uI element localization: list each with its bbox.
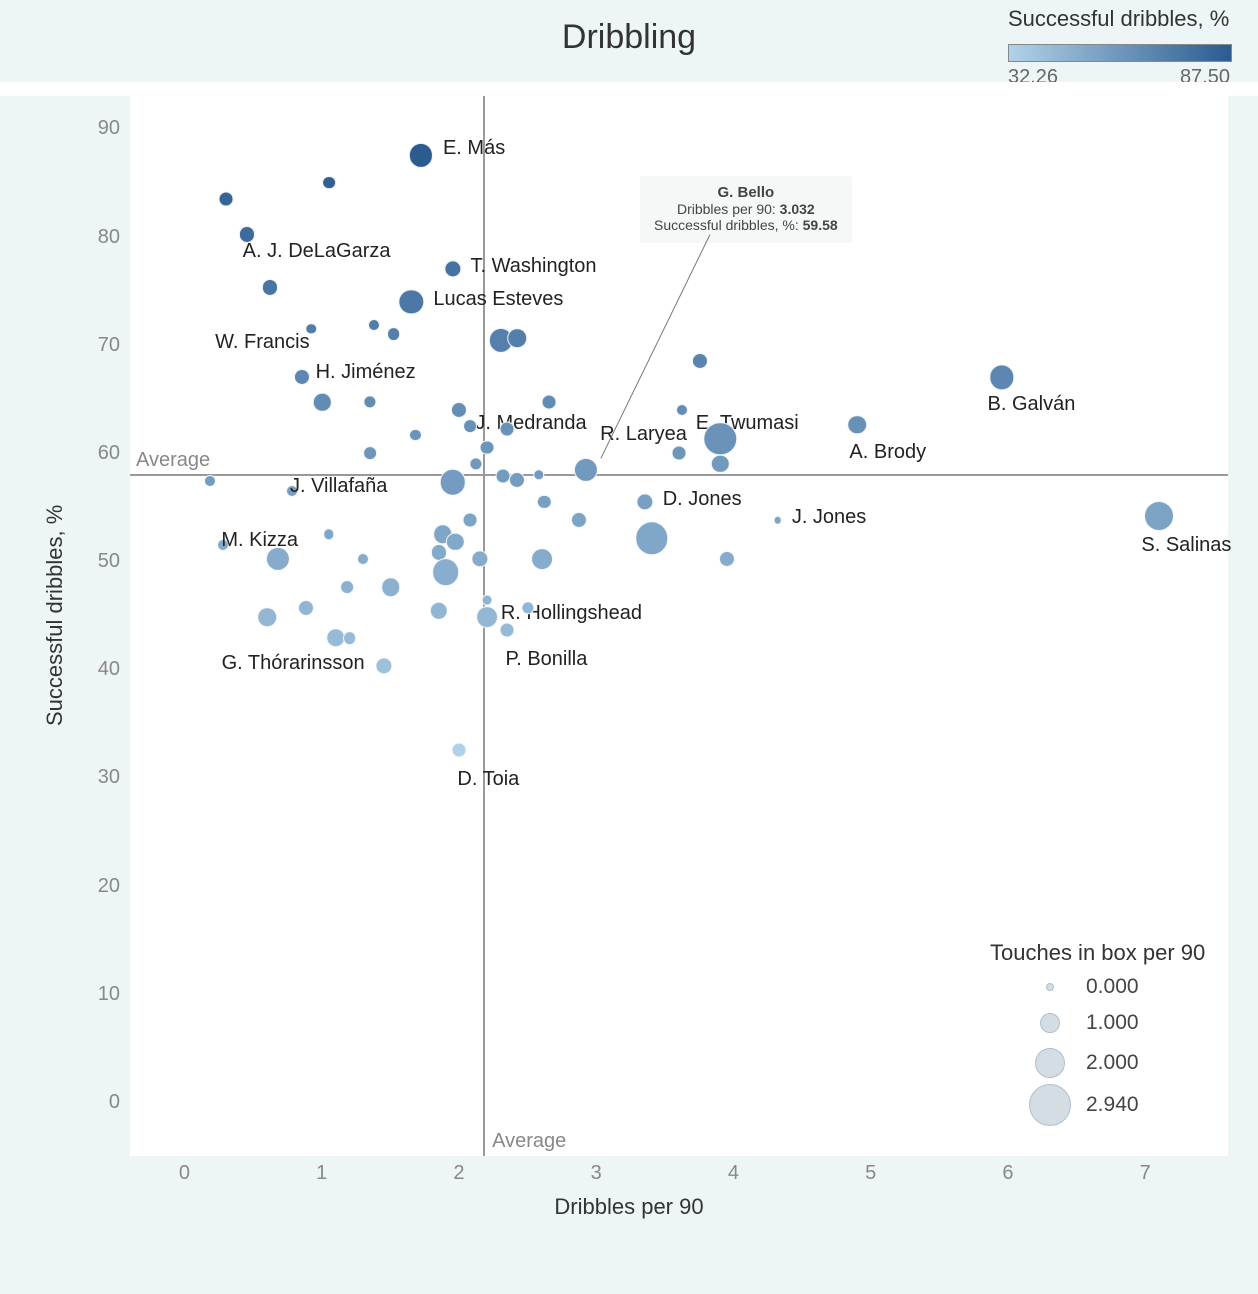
header-white-band — [0, 82, 1258, 96]
x-axis-label: Dribbles per 90 — [0, 1194, 1258, 1220]
data-point-label: J. Medranda — [475, 412, 586, 435]
data-point[interactable] — [368, 319, 380, 331]
data-point-label: P. Bonilla — [505, 648, 587, 671]
data-point[interactable] — [363, 446, 377, 460]
size-legend-bubble — [1035, 1048, 1065, 1078]
data-point[interactable] — [481, 595, 492, 606]
y-tick-label: 30 — [98, 766, 120, 789]
data-point[interactable] — [541, 395, 556, 410]
data-point[interactable] — [340, 580, 354, 594]
color-legend-bar — [1008, 44, 1232, 62]
data-point[interactable] — [672, 445, 687, 460]
tooltip-name: G. Bello — [654, 184, 838, 201]
y-tick-label: 80 — [98, 226, 120, 249]
data-point-label: A. J. DeLaGarza — [243, 240, 391, 263]
size-legend-item: 2.940 — [1028, 1084, 1139, 1126]
data-point[interactable] — [774, 516, 783, 525]
y-tick-label: 60 — [98, 442, 120, 465]
y-tick-label: 0 — [109, 1091, 120, 1114]
avg-label-x: Average — [492, 1130, 566, 1153]
size-legend-bubble — [1046, 983, 1054, 991]
x-tick-label: 2 — [453, 1162, 464, 1185]
size-legend-value: 2.000 — [1086, 1051, 1139, 1075]
size-legend-item: 1.000 — [1028, 1011, 1139, 1035]
data-point[interactable] — [343, 631, 357, 645]
data-point[interactable] — [357, 553, 369, 565]
y-tick-label: 40 — [98, 658, 120, 681]
data-point[interactable] — [507, 329, 527, 349]
data-point[interactable] — [452, 743, 467, 758]
x-tick-label: 0 — [179, 1162, 190, 1185]
data-point[interactable] — [381, 577, 401, 597]
data-point[interactable] — [463, 513, 478, 528]
data-point[interactable] — [387, 327, 401, 341]
data-point[interactable] — [432, 558, 460, 586]
data-point[interactable] — [1144, 501, 1174, 531]
data-point-label: E. Más — [443, 137, 505, 160]
data-point-label: J. Jones — [792, 506, 866, 529]
data-point-label: H. Jiménez — [316, 361, 416, 384]
data-point[interactable] — [531, 548, 553, 570]
data-point[interactable] — [463, 419, 477, 433]
avg-label-y: Average — [136, 449, 210, 472]
data-point-label: M. Kizza — [221, 529, 298, 552]
y-tick-label: 50 — [98, 550, 120, 573]
size-legend-bubble — [1040, 1013, 1060, 1033]
x-tick-label: 4 — [728, 1162, 739, 1185]
data-point-label: T. Washington — [471, 255, 597, 278]
x-tick-label: 6 — [1002, 1162, 1013, 1185]
x-tick-label: 3 — [591, 1162, 602, 1185]
data-point[interactable] — [500, 623, 515, 638]
tooltip: G. BelloDribbles per 90: 3.032Successful… — [640, 176, 852, 243]
y-tick-label: 20 — [98, 875, 120, 898]
data-point[interactable] — [500, 422, 515, 437]
tooltip-row: Dribbles per 90: 3.032 — [654, 201, 838, 217]
y-tick-label: 10 — [98, 983, 120, 1006]
data-point-label: S. Salinas — [1141, 534, 1231, 557]
size-legend-value: 0.000 — [1086, 975, 1139, 999]
tooltip-row: Successful dribbles, %: 59.58 — [654, 217, 838, 233]
data-point-label: D. Toia — [457, 768, 519, 791]
y-tick-label: 70 — [98, 334, 120, 357]
data-point[interactable] — [219, 191, 234, 206]
size-legend-bubble — [1029, 1084, 1071, 1126]
x-tick-label: 5 — [865, 1162, 876, 1185]
data-point[interactable] — [409, 429, 421, 441]
color-legend-label: Successful dribbles, % — [1008, 6, 1229, 32]
data-point[interactable] — [476, 606, 498, 628]
data-point[interactable] — [257, 608, 277, 628]
data-point[interactable] — [204, 475, 216, 487]
data-point-label: B. Galván — [988, 393, 1076, 416]
data-point[interactable] — [676, 404, 688, 416]
data-point[interactable] — [439, 469, 466, 496]
y-axis-label: Successful dribbles, % — [42, 505, 68, 726]
data-point-label: G. Thórarinsson — [222, 652, 365, 675]
data-point[interactable] — [322, 176, 336, 190]
data-point-label: W. Francis — [215, 331, 309, 354]
data-point-label: A. Brody — [849, 441, 926, 464]
size-legend-item: 0.000 — [1028, 975, 1139, 999]
size-legend-item: 2.000 — [1028, 1048, 1139, 1078]
chart-page: Dribbling Successful dribbles, % 32.26 8… — [0, 0, 1258, 1294]
size-legend-value: 2.940 — [1086, 1093, 1139, 1117]
data-point-label: R. Laryea — [600, 423, 687, 446]
size-legend-value: 1.000 — [1086, 1011, 1139, 1035]
size-legend-title: Touches in box per 90 — [990, 940, 1205, 966]
data-point-label: D. Jones — [663, 488, 742, 511]
x-tick-label: 1 — [316, 1162, 327, 1185]
data-point[interactable] — [848, 415, 868, 435]
data-point-label: Lucas Esteves — [433, 288, 563, 311]
data-point-label: J. Villafaña — [290, 475, 387, 498]
x-tick-label: 7 — [1140, 1162, 1151, 1185]
data-point[interactable] — [479, 440, 494, 455]
y-tick-label: 90 — [98, 117, 120, 140]
